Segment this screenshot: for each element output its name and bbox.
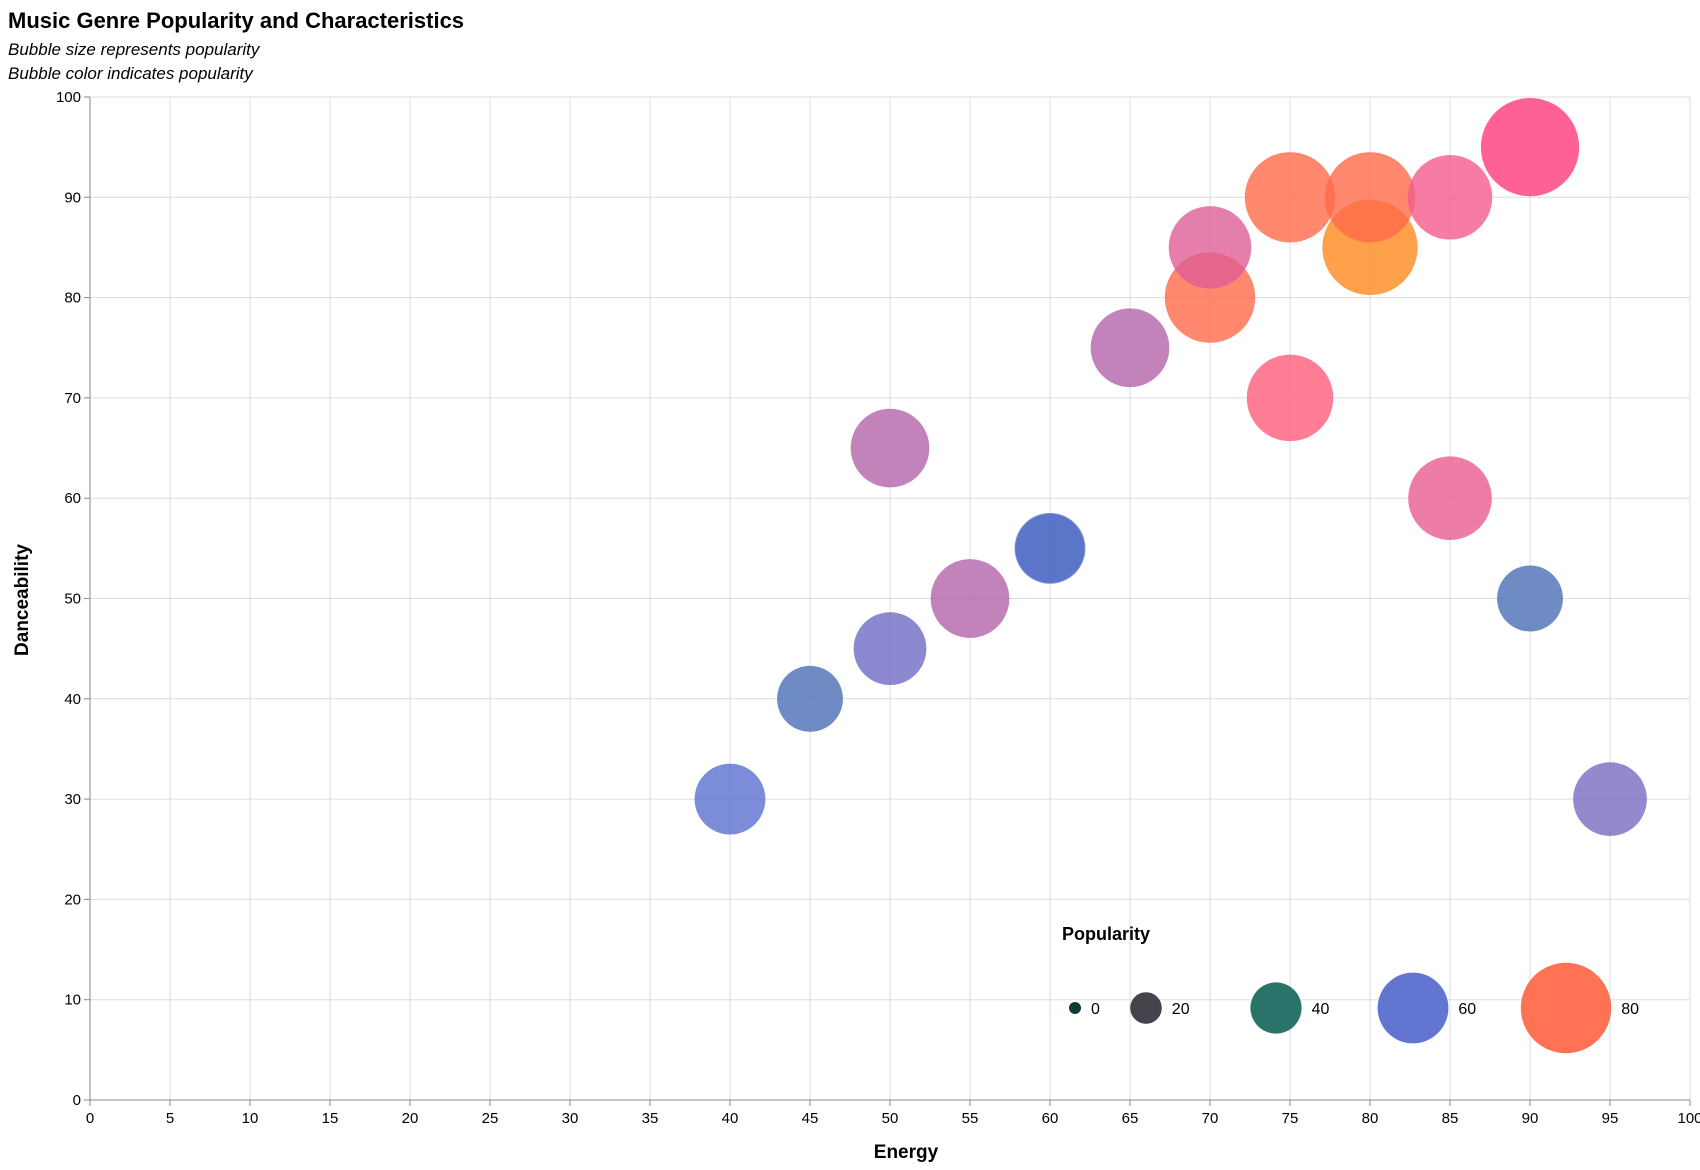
y-tick-label: 10 <box>64 992 81 1009</box>
x-tick-label: 75 <box>1282 1110 1299 1127</box>
bubble-point[interactable] <box>1407 155 1493 240</box>
y-tick-label: 100 <box>56 89 81 106</box>
x-tick-label: 60 <box>1042 1110 1059 1127</box>
x-tick-label: 85 <box>1442 1110 1459 1127</box>
x-tick-label: 100 <box>1677 1110 1700 1127</box>
bubbles <box>694 98 1647 836</box>
legend: Popularity 0 20 40 60 80 <box>1062 924 1639 1054</box>
x-tick-label: 15 <box>322 1110 339 1127</box>
bubble-point[interactable] <box>777 665 843 732</box>
x-tick-label: 20 <box>402 1110 419 1127</box>
x-tick-label: 90 <box>1522 1110 1539 1127</box>
x-tick-label: 95 <box>1602 1110 1619 1127</box>
legend-label: 60 <box>1458 1001 1476 1018</box>
bubble-point[interactable] <box>1246 354 1334 442</box>
legend-symbol <box>1520 962 1612 1054</box>
axes: 0 5 10 15 20 25 30 35 40 45 50 55 60 65 70 75 80 85 90 95 10… <box>56 89 1700 1127</box>
bubble-point[interactable] <box>694 763 766 835</box>
bubble-point[interactable] <box>1168 206 1252 289</box>
y-tick-label: 70 <box>64 390 81 407</box>
bubble-point[interactable] <box>1573 762 1647 836</box>
x-tick-label: 80 <box>1362 1110 1379 1127</box>
bubble-point[interactable] <box>1090 308 1170 388</box>
chart-subtitle-color: Bubble color indicates popularity <box>8 64 253 83</box>
x-tick-label: 45 <box>802 1110 819 1127</box>
legend-title: Popularity <box>1062 924 1150 944</box>
grid <box>89 96 1691 1101</box>
bubble-point[interactable] <box>1497 565 1563 632</box>
legend-label: 40 <box>1312 1001 1330 1018</box>
legend-symbol <box>1069 1002 1081 1014</box>
bubble-point[interactable] <box>1324 152 1416 243</box>
y-tick-label: 40 <box>64 691 81 708</box>
x-tick-label: 35 <box>642 1110 659 1127</box>
bubble-point[interactable] <box>930 559 1010 638</box>
x-tick-label: 50 <box>882 1110 899 1127</box>
y-tick-label: 90 <box>64 189 81 206</box>
x-tick-label: 10 <box>242 1110 259 1127</box>
bubble-point[interactable] <box>1015 513 1085 583</box>
y-tick-label: 30 <box>64 791 81 808</box>
y-tick-label: 60 <box>64 490 81 507</box>
legend-symbol <box>1250 982 1302 1034</box>
legend-label: 80 <box>1621 1001 1639 1018</box>
bubble-point[interactable] <box>1480 98 1580 197</box>
chart-subtitle-size: Bubble size represents popularity <box>8 40 260 59</box>
x-tick-label: 65 <box>1122 1110 1139 1127</box>
legend-symbol <box>1130 992 1162 1024</box>
y-tick-label: 0 <box>73 1092 81 1109</box>
legend-label: 0 <box>1091 1001 1100 1018</box>
bubble-point[interactable] <box>850 408 930 488</box>
x-tick-label: 25 <box>482 1110 499 1127</box>
x-tick-label: 40 <box>722 1110 739 1127</box>
bubble-point[interactable] <box>1408 456 1492 540</box>
x-tick-label: 55 <box>962 1110 979 1127</box>
x-tick-label: 30 <box>562 1110 579 1127</box>
legend-label: 20 <box>1172 1001 1190 1018</box>
x-tick-label: 70 <box>1202 1110 1219 1127</box>
chart-title: Music Genre Popularity and Characteristi… <box>8 8 465 33</box>
bubble-point[interactable] <box>1244 152 1336 243</box>
x-axis-title: Energy <box>874 1142 939 1163</box>
y-axis-title: Danceability <box>12 544 33 656</box>
y-tick-label: 50 <box>64 591 81 608</box>
y-tick-label: 80 <box>64 290 81 307</box>
bubble-point[interactable] <box>853 612 927 686</box>
legend-symbol <box>1377 972 1449 1044</box>
x-tick-label: 5 <box>166 1110 174 1127</box>
y-tick-label: 20 <box>64 891 81 908</box>
x-tick-label: 0 <box>86 1110 94 1127</box>
